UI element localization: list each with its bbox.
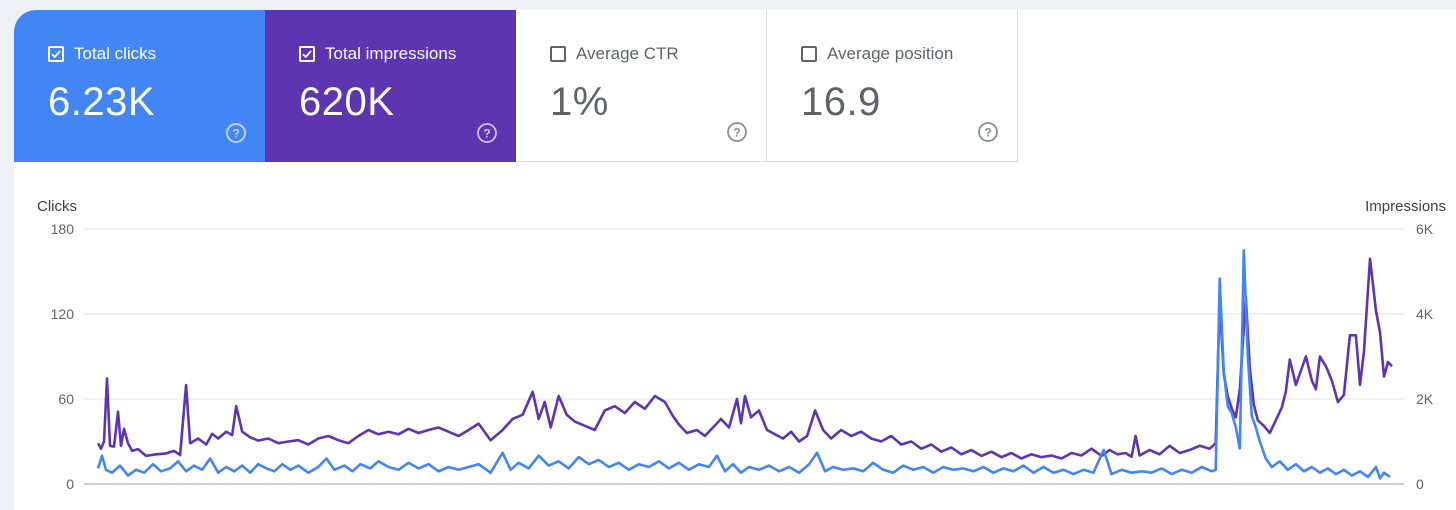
average-ctr-value: 1% bbox=[550, 80, 609, 124]
svg-text:?: ? bbox=[733, 126, 740, 140]
svg-text:?: ? bbox=[984, 126, 991, 140]
y-left-tick-label: 60 bbox=[58, 391, 74, 407]
help-icon[interactable]: ? bbox=[977, 121, 999, 143]
y-left-tick-label: 0 bbox=[66, 476, 74, 492]
y-left-tick-label: 180 bbox=[51, 221, 75, 237]
average-position-head: Average position bbox=[801, 44, 1017, 64]
average-ctr-head: Average CTR bbox=[550, 44, 766, 64]
svg-text:?: ? bbox=[232, 127, 239, 141]
y-right-tick-label: 6K bbox=[1416, 221, 1434, 237]
average-ctr-card[interactable]: Average CTR 1% ? bbox=[516, 10, 767, 162]
y-axis-left-label: Clicks bbox=[37, 198, 77, 215]
checkbox-unchecked-icon[interactable] bbox=[550, 46, 566, 62]
average-position-value: 16.9 bbox=[801, 80, 881, 124]
average-ctr-label: Average CTR bbox=[576, 44, 679, 63]
help-icon[interactable]: ? bbox=[225, 122, 247, 144]
impressions-series-line bbox=[96, 257, 1393, 460]
y-axis-right-label: Impressions bbox=[1365, 198, 1446, 215]
total-impressions-card[interactable]: Total impressions 620K ? bbox=[265, 10, 516, 162]
chart-grid bbox=[84, 228, 1404, 485]
y-right-tick-label: 4K bbox=[1416, 306, 1434, 322]
svg-text:?: ? bbox=[483, 127, 490, 141]
total-clicks-value: 6.23K bbox=[48, 80, 156, 124]
checkbox-checked-icon[interactable] bbox=[48, 46, 64, 62]
checkbox-unchecked-icon[interactable] bbox=[801, 46, 817, 62]
help-icon[interactable]: ? bbox=[726, 121, 748, 143]
y-left-tick-label: 120 bbox=[51, 306, 75, 322]
total-clicks-label: Total clicks bbox=[74, 44, 157, 63]
y-right-tick-label: 2K bbox=[1416, 391, 1434, 407]
series-lines bbox=[96, 249, 1393, 480]
metric-cards: Total clicks 6.23K ? Total impressions 6… bbox=[14, 10, 1018, 162]
clicks-series-line bbox=[96, 249, 1391, 480]
average-position-card[interactable]: Average position 16.9 ? bbox=[767, 10, 1018, 162]
help-icon[interactable]: ? bbox=[476, 122, 498, 144]
total-impressions-head: Total impressions bbox=[299, 44, 516, 64]
average-position-label: Average position bbox=[827, 44, 954, 63]
total-impressions-label: Total impressions bbox=[325, 44, 457, 63]
total-impressions-value: 620K bbox=[299, 80, 395, 124]
total-clicks-card[interactable]: Total clicks 6.23K ? bbox=[14, 10, 265, 162]
axis-ticks: 180 6K 120 4K 60 2K 0 0 bbox=[51, 221, 1434, 492]
y-right-tick-label: 0 bbox=[1416, 476, 1424, 492]
checkbox-checked-icon[interactable] bbox=[299, 46, 315, 62]
performance-panel: Total clicks 6.23K ? Total impressions 6… bbox=[14, 10, 1456, 510]
total-clicks-head: Total clicks bbox=[48, 44, 265, 64]
